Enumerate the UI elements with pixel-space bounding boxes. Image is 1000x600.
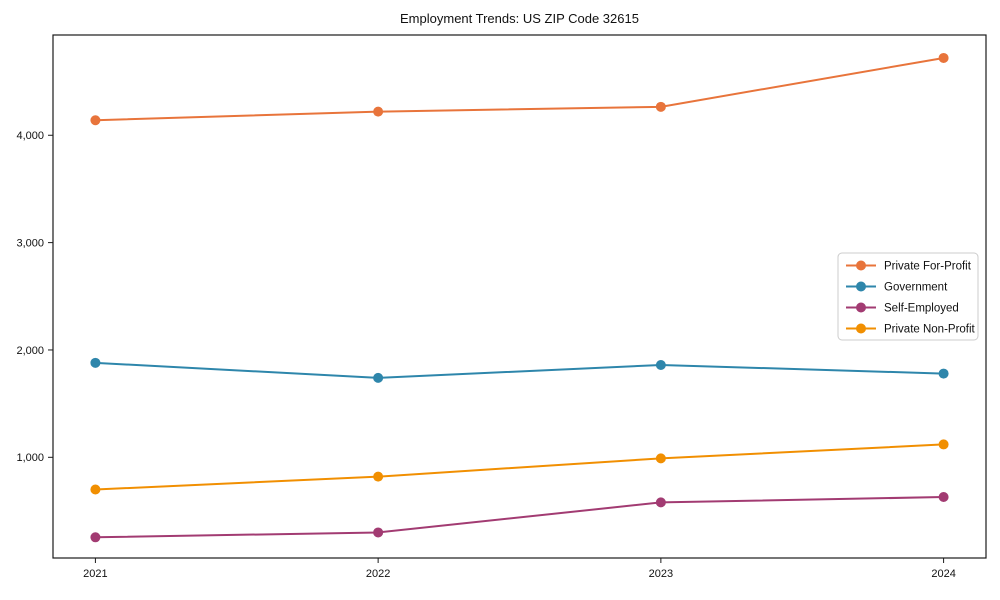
- data-point-private-non-profit-2022: [373, 471, 384, 482]
- data-point-private-for-profit-2024: [938, 52, 949, 63]
- data-point-self-employed-2023: [655, 497, 666, 508]
- data-point-self-employed-2024: [938, 492, 949, 503]
- legend-label-private-non-profit: Private Non-Profit: [884, 324, 976, 336]
- data-point-government-2024: [938, 368, 949, 379]
- x-tick-label: 2022: [366, 568, 390, 580]
- x-tick-label: 2024: [931, 568, 955, 580]
- x-tick-label: 2023: [649, 568, 673, 580]
- data-point-private-non-profit-2023: [655, 453, 666, 464]
- plot-frame: [52, 34, 987, 559]
- y-tick-label: 2,000: [16, 345, 44, 357]
- legend-label-government: Government: [884, 282, 948, 294]
- chart-title: Employment Trends: US ZIP Code 32615: [400, 11, 639, 26]
- legend-marker-private-non-profit: [856, 323, 866, 334]
- data-point-government-2023: [655, 359, 666, 370]
- series-line-private-for-profit: [95, 56, 944, 122]
- data-point-private-non-profit-2024: [938, 439, 949, 450]
- data-point-private-for-profit-2023: [655, 101, 666, 112]
- legend-label-private-for-profit: Private For-Profit: [884, 261, 972, 273]
- data-point-government-2022: [373, 372, 384, 383]
- series-line-self-employed: [95, 496, 944, 539]
- data-point-private-for-profit-2022: [373, 106, 384, 117]
- y-tick-label: 1,000: [16, 452, 44, 464]
- legend-label-self-employed: Self-Employed: [884, 303, 959, 315]
- legend: Private For-Profit Government Self-Employe…: [837, 252, 979, 341]
- data-point-self-employed-2021: [90, 532, 101, 543]
- legend-marker-self-employed: [856, 302, 866, 313]
- data-point-private-for-profit-2021: [90, 115, 101, 126]
- legend-marker-private-for-profit: [856, 260, 866, 271]
- legend-marker-government: [856, 281, 866, 292]
- data-point-government-2021: [90, 357, 101, 368]
- legend-box: [837, 252, 979, 341]
- data-point-self-employed-2022: [373, 527, 384, 538]
- y-tick-label: 4,000: [16, 130, 44, 142]
- y-tick-label: 3,000: [16, 237, 44, 249]
- series-line-private-non-profit: [95, 443, 944, 491]
- data-point-private-non-profit-2021: [90, 484, 101, 495]
- series-line-government: [95, 361, 944, 379]
- x-tick-label: 2021: [83, 568, 107, 580]
